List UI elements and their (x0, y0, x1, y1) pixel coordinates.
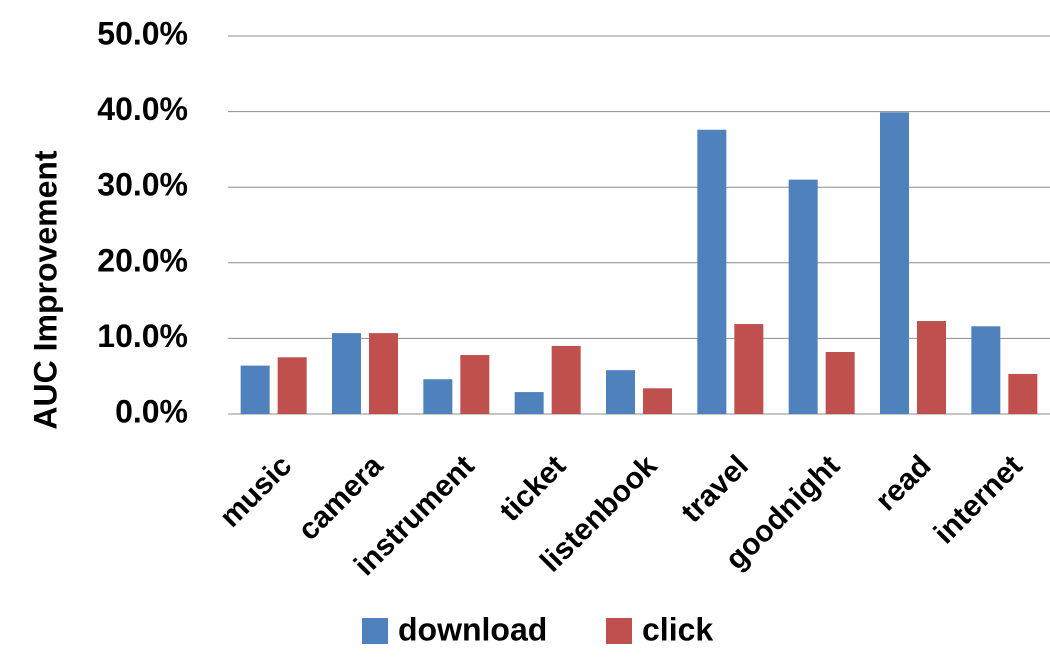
bar (917, 321, 946, 414)
bar (514, 392, 544, 414)
legend-label: download (398, 611, 547, 647)
bar (460, 355, 490, 414)
y-tick-label: 20.0% (97, 242, 188, 278)
bar (551, 345, 581, 414)
x-tick-label: read (869, 449, 937, 517)
bar (880, 112, 909, 414)
x-tick-label: travel (675, 449, 755, 529)
bar (277, 357, 307, 414)
bar (240, 365, 270, 414)
x-tick-label: music (214, 449, 299, 534)
x-tick-label: ticket (493, 449, 572, 528)
bar (332, 333, 361, 414)
legend-swatch (362, 618, 388, 644)
bar (423, 379, 453, 414)
legend-swatch (606, 618, 632, 644)
y-tick-label: 10.0% (97, 318, 188, 354)
bar (788, 179, 818, 414)
bar (825, 352, 855, 414)
bar (369, 333, 398, 414)
bar (697, 129, 727, 414)
y-tick-label: 0.0% (115, 393, 188, 429)
y-tick-label: 40.0% (97, 91, 188, 127)
x-tick-label: internet (928, 449, 1029, 550)
bar (1008, 373, 1038, 414)
bar (734, 324, 764, 414)
bar (971, 326, 1001, 414)
y-tick-label: 50.0% (97, 15, 188, 51)
y-tick-label: 30.0% (97, 167, 188, 203)
bar (643, 388, 672, 414)
y-axis-title: AUC Improvement (27, 150, 63, 430)
legend-label: click (642, 611, 713, 647)
bar (606, 370, 635, 414)
